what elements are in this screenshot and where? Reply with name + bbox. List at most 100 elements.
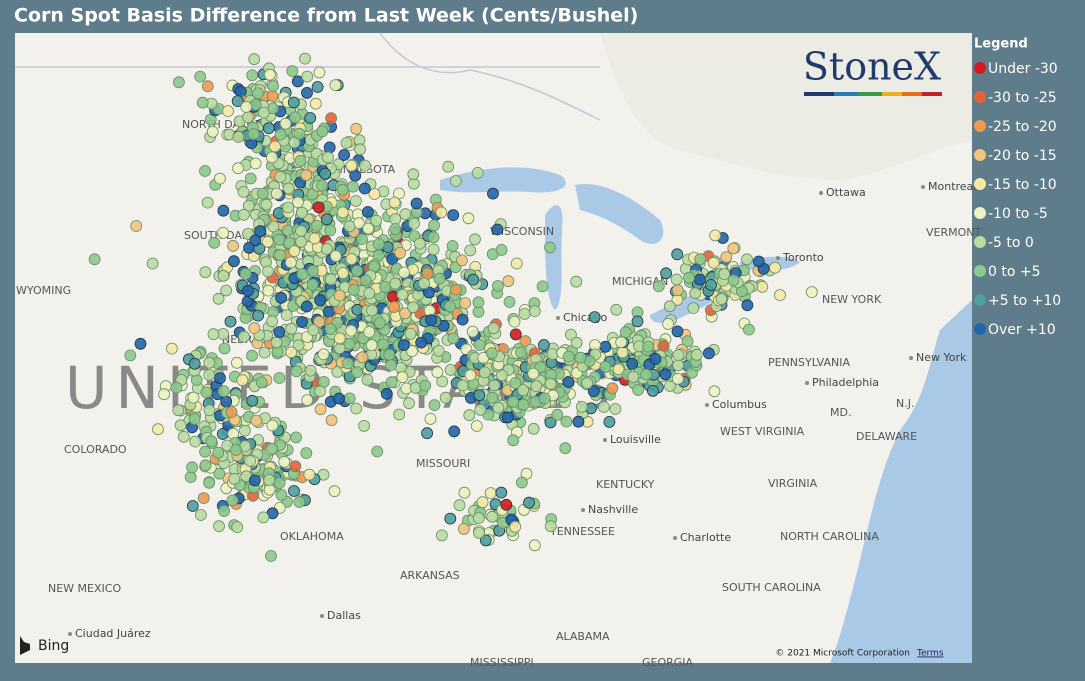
- site-dot: [718, 268, 731, 281]
- site-dot: [756, 280, 769, 293]
- site-dot: [404, 327, 417, 340]
- site-dot: [314, 294, 327, 307]
- site-dot: [196, 96, 209, 109]
- site-dot: [232, 162, 245, 175]
- state-label: MD.: [830, 406, 851, 419]
- site-dot: [349, 195, 362, 207]
- site-dot: [640, 368, 653, 381]
- site-dot: [227, 255, 240, 268]
- site-dot: [396, 288, 409, 301]
- site-dot: [703, 347, 715, 360]
- title: Corn Spot Basis Difference from Last Wee…: [14, 5, 638, 27]
- site-dot: [439, 391, 452, 404]
- legend-label: -20 to -15: [988, 148, 1057, 164]
- site-dot: [293, 496, 306, 508]
- city-label: Dallas: [327, 609, 361, 622]
- site-dot: [647, 384, 659, 397]
- site-dot: [291, 75, 304, 88]
- site-dot: [226, 494, 239, 507]
- terms-link[interactable]: Terms: [916, 649, 944, 659]
- site-dot: [295, 206, 308, 219]
- site-dot: [388, 301, 401, 313]
- site-dot: [170, 381, 183, 394]
- border-line: [379, 32, 601, 121]
- site-dot: [544, 520, 557, 533]
- site-dot: [208, 236, 221, 249]
- site-dot: [282, 182, 295, 195]
- state-label: GEORGIA: [642, 656, 694, 669]
- site-dot: [343, 220, 356, 233]
- site-dot: [225, 406, 238, 419]
- site-dot: [300, 447, 313, 460]
- site-dot: [261, 235, 274, 248]
- site-dot: [188, 413, 201, 426]
- site-dot: [509, 328, 522, 341]
- state-label: ARKANSAS: [400, 569, 460, 582]
- site-dot: [252, 309, 265, 322]
- state-label: N.J.: [896, 397, 914, 410]
- site-dot: [288, 485, 300, 497]
- site-dot: [377, 338, 390, 351]
- site-dot: [474, 403, 487, 416]
- logo-bar: [834, 92, 858, 96]
- site-dot: [510, 257, 523, 270]
- city-marker: [556, 316, 560, 320]
- site-dot: [517, 384, 529, 397]
- site-dot: [427, 243, 440, 256]
- site-dot: [435, 206, 448, 219]
- site-dot: [278, 455, 291, 468]
- site-dot: [464, 369, 477, 382]
- state-label: NORTH CAROLINA: [780, 530, 879, 543]
- site-dot: [323, 141, 336, 154]
- site-dot: [588, 311, 601, 324]
- site-dot: [509, 520, 522, 533]
- legend-label: -5 to 0: [988, 235, 1034, 251]
- site-dot: [672, 349, 685, 362]
- site-dot: [389, 223, 402, 235]
- city-marker: [805, 381, 809, 385]
- site-dot: [134, 337, 147, 350]
- logo-bar: [922, 92, 942, 96]
- site-dot: [462, 212, 475, 225]
- site-dot: [720, 251, 733, 264]
- site-dot: [217, 269, 230, 282]
- state-label: WEST VIRGINIA: [720, 425, 805, 438]
- city-label: Nashville: [588, 503, 638, 516]
- site-dot: [262, 122, 275, 135]
- legend-swatch: [974, 265, 986, 277]
- state-label: VERMONT: [926, 226, 981, 239]
- site-dot: [172, 404, 185, 417]
- site-dot: [492, 401, 505, 414]
- site-dot: [329, 79, 342, 91]
- city-label: Toronto: [782, 251, 824, 264]
- site-dot: [218, 504, 231, 517]
- site-dot: [530, 380, 543, 393]
- site-dot: [672, 372, 684, 385]
- site-dot: [345, 324, 358, 337]
- site-dot: [388, 196, 401, 209]
- site-dot: [389, 213, 402, 226]
- site-dot: [319, 167, 332, 180]
- site-dot: [256, 187, 269, 200]
- site-dot: [296, 316, 308, 328]
- site-dot: [273, 477, 286, 490]
- site-dot: [274, 249, 287, 262]
- site-dot: [289, 460, 302, 473]
- site-dot: [409, 381, 422, 394]
- legend-swatch: [974, 236, 986, 248]
- canada-land: [600, 33, 972, 180]
- site-dot: [186, 461, 199, 474]
- site-dot: [507, 434, 520, 447]
- site-dot: [270, 336, 283, 349]
- site-dot: [681, 335, 694, 348]
- legend-swatch: [974, 323, 986, 335]
- site-dot: [458, 486, 471, 499]
- site-dot: [694, 253, 707, 266]
- site-dot: [201, 196, 214, 209]
- site-dot: [343, 392, 356, 405]
- site-dot: [308, 232, 321, 245]
- site-dot: [217, 204, 230, 217]
- site-dot: [306, 278, 319, 291]
